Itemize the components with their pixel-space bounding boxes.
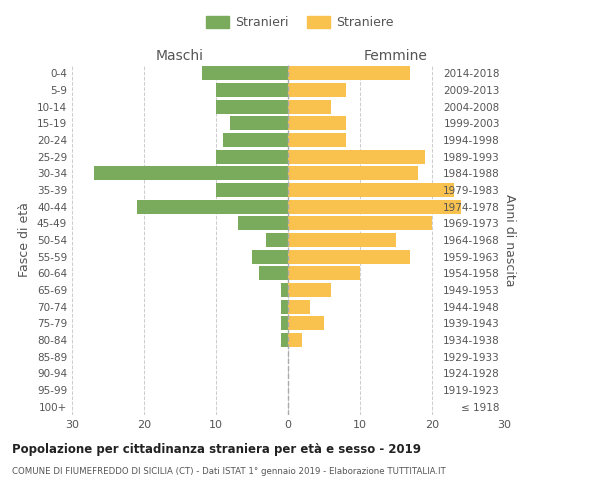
Bar <box>202 66 288 80</box>
Bar <box>288 283 331 297</box>
Text: COMUNE DI FIUMEFREDDO DI SICILIA (CT) - Dati ISTAT 1° gennaio 2019 - Elaborazion: COMUNE DI FIUMEFREDDO DI SICILIA (CT) - … <box>12 468 446 476</box>
Bar <box>288 216 432 230</box>
Text: Femmine: Femmine <box>364 48 428 62</box>
Bar <box>288 133 346 147</box>
Bar <box>216 100 288 114</box>
Bar <box>288 333 302 347</box>
Bar <box>252 250 288 264</box>
Bar <box>288 300 310 314</box>
Bar <box>281 283 288 297</box>
Bar <box>288 233 396 247</box>
Bar <box>288 316 324 330</box>
Bar <box>288 150 425 164</box>
Bar <box>216 83 288 97</box>
Bar <box>266 233 288 247</box>
Text: Popolazione per cittadinanza straniera per età e sesso - 2019: Popolazione per cittadinanza straniera p… <box>12 442 421 456</box>
Bar <box>281 333 288 347</box>
Bar <box>238 216 288 230</box>
Bar <box>288 83 346 97</box>
Bar <box>281 316 288 330</box>
Bar <box>230 116 288 130</box>
Y-axis label: Anni di nascita: Anni di nascita <box>503 194 516 286</box>
Bar <box>137 200 288 214</box>
Bar <box>288 250 410 264</box>
Bar <box>223 133 288 147</box>
Y-axis label: Fasce di età: Fasce di età <box>19 202 31 278</box>
Bar <box>288 200 461 214</box>
Text: Maschi: Maschi <box>156 48 204 62</box>
Bar <box>288 116 346 130</box>
Bar <box>281 300 288 314</box>
Bar <box>288 66 410 80</box>
Bar <box>288 100 331 114</box>
Bar <box>94 166 288 180</box>
Bar <box>216 183 288 197</box>
Bar <box>288 266 360 280</box>
Bar <box>288 183 454 197</box>
Bar <box>216 150 288 164</box>
Bar <box>288 166 418 180</box>
Bar <box>259 266 288 280</box>
Legend: Stranieri, Straniere: Stranieri, Straniere <box>202 11 398 34</box>
